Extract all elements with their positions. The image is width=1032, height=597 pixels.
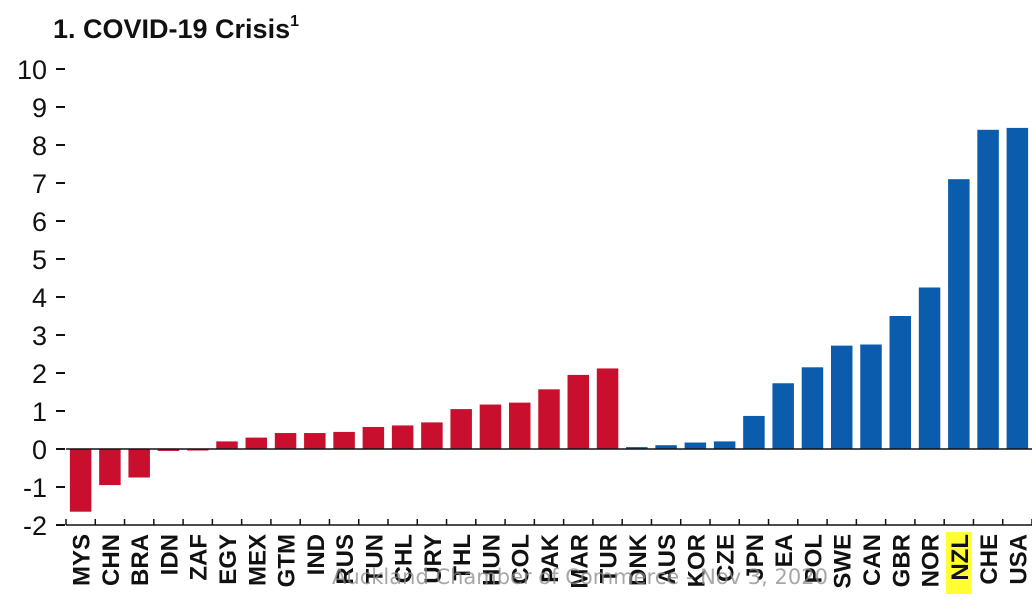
x-tick-label: CHL bbox=[391, 534, 418, 583]
x-tick-label: NZL bbox=[947, 534, 974, 581]
y-tick-label: 1 bbox=[32, 397, 47, 427]
watermark: Auckland Chamber of Commerce - Nov 3, 20… bbox=[332, 565, 828, 589]
bar-nzl bbox=[948, 179, 970, 449]
x-tick-label: MAR bbox=[566, 534, 593, 589]
x-tick-label: GBR bbox=[888, 534, 915, 587]
bar-ea bbox=[772, 383, 794, 449]
bar-ury bbox=[421, 422, 443, 449]
bar-che bbox=[977, 129, 999, 450]
y-axis: -2 -1 0 1 2 3 4 5 6 7 8 9 10 bbox=[17, 55, 65, 541]
chart-title: 1. COVID-19 Crisis1 bbox=[53, 13, 299, 44]
bar-dnk bbox=[626, 447, 648, 449]
y-tick-label: 8 bbox=[32, 131, 47, 161]
y-tick-label: 10 bbox=[17, 55, 47, 85]
x-tick-label: TUN bbox=[361, 534, 388, 583]
bar-gtm bbox=[274, 433, 297, 449]
bar-kor bbox=[684, 442, 707, 449]
bar-tur bbox=[596, 368, 619, 449]
y-tick-label: -2 bbox=[23, 511, 47, 541]
x-tick-label: POL bbox=[800, 534, 827, 583]
x-tick-label: THL bbox=[449, 534, 476, 581]
bar-egy bbox=[216, 441, 238, 449]
x-tick-label: NOR bbox=[918, 534, 945, 587]
bar-tun bbox=[362, 426, 385, 449]
x-tick-label: GTM bbox=[274, 534, 301, 587]
x-tick-label: IDN bbox=[156, 534, 183, 575]
x-tick-label: AUS bbox=[654, 534, 681, 585]
bar-pak bbox=[538, 389, 560, 449]
chart-title-text: 1. COVID-19 Crisis bbox=[53, 14, 290, 44]
x-tick-label: PAK bbox=[537, 533, 564, 583]
x-tick-label: TUR bbox=[596, 534, 623, 583]
x-tick-label: DNK bbox=[625, 533, 652, 586]
y-tick-label: 3 bbox=[32, 321, 47, 351]
x-tick-label: CAN bbox=[859, 534, 886, 586]
x-tick-label: HUN bbox=[478, 534, 505, 586]
bar-mys bbox=[69, 449, 92, 512]
bar-hun bbox=[479, 404, 502, 449]
bar-gbr bbox=[889, 316, 912, 449]
x-tick-label: BRA bbox=[127, 534, 154, 586]
bar-thl bbox=[450, 409, 472, 449]
bar-can bbox=[860, 344, 882, 449]
y-tick-label: 6 bbox=[32, 207, 47, 237]
bar-usa bbox=[1006, 127, 1029, 450]
x-tick-label: EA bbox=[771, 534, 798, 567]
x-tick-label: MYS bbox=[69, 534, 96, 586]
y-tick-label: 7 bbox=[32, 169, 47, 199]
x-tick-label: USA bbox=[1005, 534, 1032, 585]
x-tick-label: URY bbox=[420, 534, 447, 584]
bars bbox=[66, 127, 1032, 512]
y-tick-label: -1 bbox=[23, 473, 47, 503]
bar-chn bbox=[99, 449, 121, 486]
highlight-box bbox=[945, 532, 972, 594]
x-tick-label: CHN bbox=[98, 534, 125, 586]
x-tick-label: SWE bbox=[830, 534, 857, 589]
x-tick-label: CZE bbox=[713, 534, 740, 582]
bar-swe bbox=[830, 345, 853, 449]
x-tick-label: ZAF bbox=[186, 534, 213, 581]
bar-jpn bbox=[743, 415, 765, 449]
x-axis: MYS CHN BRA IDN ZAF EGY MEX GTM IND RUS TUN CHL URY T… bbox=[65, 519, 1032, 594]
bar-mex bbox=[245, 437, 268, 449]
bar-nor bbox=[918, 287, 941, 449]
x-tick-label: RUS bbox=[332, 534, 359, 585]
bar-col bbox=[508, 402, 531, 449]
y-tick-label: 9 bbox=[32, 93, 47, 123]
y-tick-label: 2 bbox=[32, 359, 47, 389]
x-tick-label: JPN bbox=[742, 534, 769, 581]
y-tick-label: 4 bbox=[32, 283, 47, 313]
bar-rus bbox=[333, 431, 355, 449]
bar-idn bbox=[157, 449, 180, 451]
y-tick-label: 5 bbox=[32, 245, 47, 275]
bar-ind bbox=[304, 433, 326, 449]
x-tick-label: MEX bbox=[244, 534, 271, 586]
x-tick-label: COL bbox=[508, 534, 535, 585]
x-tick-label: CHE bbox=[976, 534, 1003, 585]
bar-mar bbox=[567, 374, 590, 449]
bar-cze bbox=[713, 441, 736, 449]
bar-bra bbox=[128, 449, 150, 478]
y-tick-label: 0 bbox=[32, 435, 47, 465]
x-tick-label: IND bbox=[303, 534, 330, 575]
bar-pol bbox=[801, 367, 824, 449]
bar-aus bbox=[655, 445, 677, 449]
x-tick-label: KOR bbox=[683, 534, 710, 587]
chart-title-footnote: 1 bbox=[290, 13, 299, 30]
bar-chl bbox=[391, 425, 414, 449]
x-tick-label: EGY bbox=[215, 534, 242, 585]
